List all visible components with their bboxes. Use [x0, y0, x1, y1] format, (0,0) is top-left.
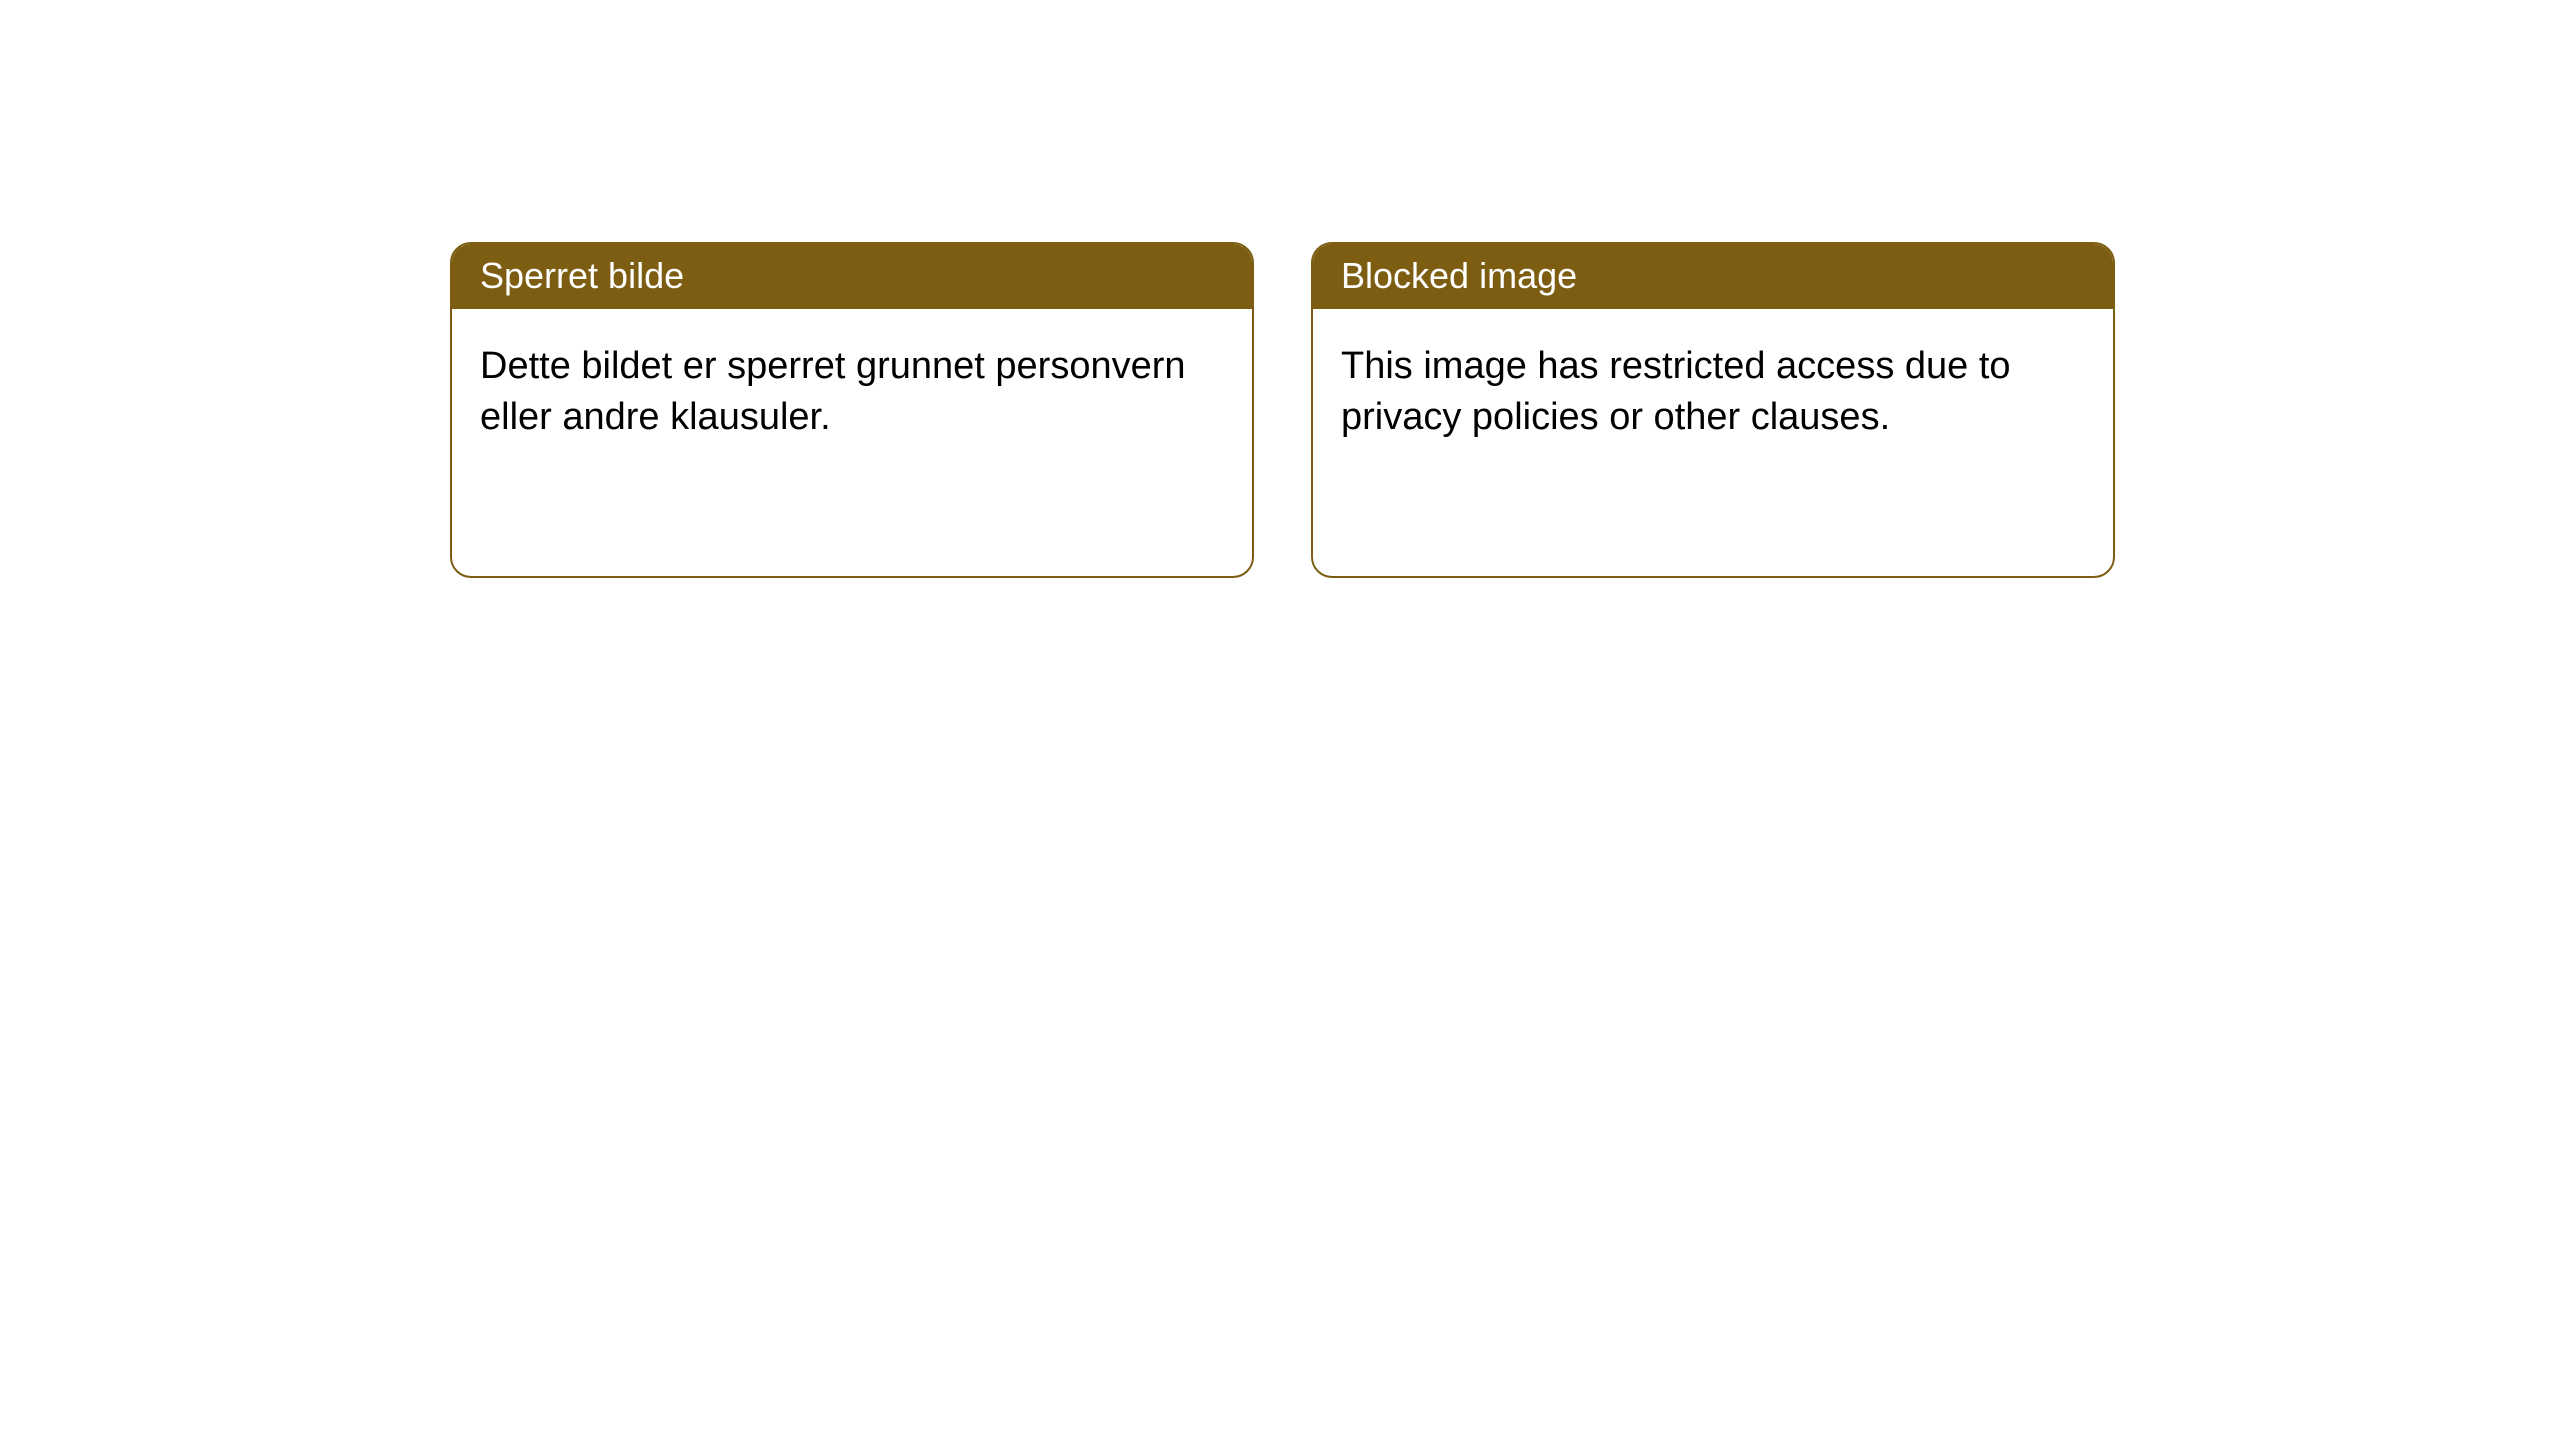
notice-card-norwegian: Sperret bilde Dette bildet er sperret gr…	[450, 242, 1254, 578]
card-title: Sperret bilde	[480, 255, 684, 296]
card-body-text: Dette bildet er sperret grunnet personve…	[480, 345, 1186, 438]
card-body: Dette bildet er sperret grunnet personve…	[452, 309, 1252, 476]
notice-cards-container: Sperret bilde Dette bildet er sperret gr…	[450, 242, 2115, 578]
card-title: Blocked image	[1341, 255, 1577, 296]
card-header: Blocked image	[1313, 244, 2113, 309]
notice-card-english: Blocked image This image has restricted …	[1311, 242, 2115, 578]
card-body: This image has restricted access due to …	[1313, 309, 2113, 476]
card-body-text: This image has restricted access due to …	[1341, 345, 2011, 438]
card-header: Sperret bilde	[452, 244, 1252, 309]
